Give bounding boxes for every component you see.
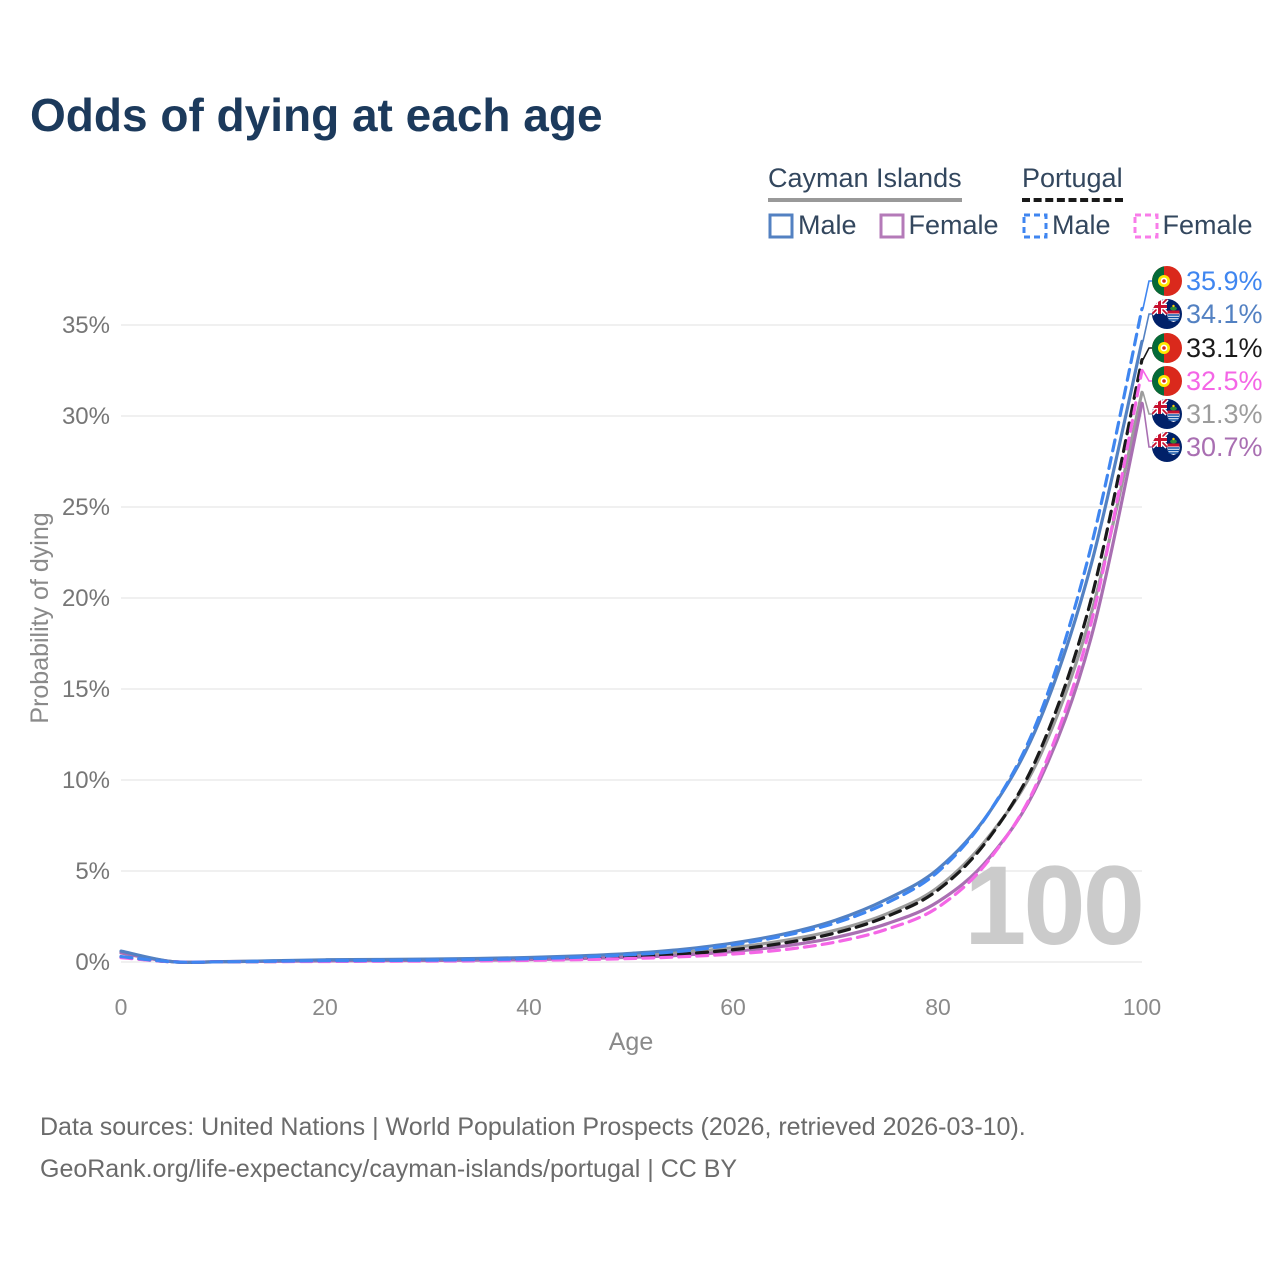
legend-item-portugal-male[interactable]: Male xyxy=(1022,210,1111,241)
x-tick-100: 100 xyxy=(1123,994,1161,1020)
footer-sources: Data sources: United Nations | World Pop… xyxy=(40,1113,1026,1141)
legend-item-label: Male xyxy=(1052,210,1111,240)
end-label-connector xyxy=(1142,313,1152,342)
footer: Data sources: United Nations | World Pop… xyxy=(40,1106,1026,1190)
legend: Cayman Islands Male Female Portugal xyxy=(0,163,1280,243)
legend-item-portugal-female[interactable]: Female xyxy=(1133,210,1253,241)
end-label-connector xyxy=(1142,403,1152,448)
end-label-cayman-both: 31.3% xyxy=(1186,399,1263,429)
portugal-flag-icon xyxy=(1152,333,1182,363)
end-label-connector xyxy=(1142,370,1152,382)
y-tick-35: 35% xyxy=(62,312,110,339)
cayman-islands-flag-icon xyxy=(1152,299,1182,329)
legend-country-cayman-islands[interactable]: Cayman Islands xyxy=(768,163,962,202)
legend-item-cayman-male[interactable]: Male xyxy=(768,210,857,241)
legend-item-cayman-female[interactable]: Female xyxy=(879,210,999,241)
legend-country-portugal[interactable]: Portugal xyxy=(1022,163,1123,202)
y-axis-title: Probability of dying xyxy=(26,512,54,723)
legend-group-portugal: Portugal Male Female xyxy=(1022,163,1275,241)
y-tick-25: 25% xyxy=(62,494,110,521)
series-line-portugal-male[interactable] xyxy=(119,307,1144,964)
footer-attribution: GeoRank.org/life-expectancy/cayman-islan… xyxy=(40,1155,738,1183)
mortality-chart: 35% 30% 25% 20% 15% 10% 5% 0% Probabilit… xyxy=(26,266,1263,1056)
y-tick-5: 5% xyxy=(75,858,110,885)
x-tick-20: 20 xyxy=(312,994,338,1020)
page-title: Odds of dying at each age xyxy=(30,89,603,141)
end-label-connectors xyxy=(1142,280,1152,448)
y-tick-0: 0% xyxy=(75,949,110,976)
cayman-male-swatch xyxy=(768,213,794,238)
cayman-female-swatch xyxy=(879,213,905,238)
x-tick-0: 0 xyxy=(115,994,128,1020)
y-tick-30: 30% xyxy=(62,403,110,430)
series-lines xyxy=(119,307,1144,965)
end-label-portugal-female: 32.5% xyxy=(1186,366,1263,396)
portugal-flag-icon xyxy=(1152,366,1182,396)
x-axis-title: Age xyxy=(609,1028,653,1056)
age-watermark: 100 xyxy=(964,843,1142,968)
legend-item-label: Male xyxy=(798,210,857,240)
end-label-cayman-male: 34.1% xyxy=(1186,299,1263,329)
portugal-flag-icon xyxy=(1152,266,1182,296)
cayman-islands-flag-icon xyxy=(1152,399,1182,429)
end-label-connector xyxy=(1142,347,1152,360)
end-label-connector xyxy=(1142,280,1152,309)
portugal-female-swatch xyxy=(1133,213,1159,238)
y-tick-20: 20% xyxy=(62,585,110,612)
end-label-connector xyxy=(1142,392,1152,415)
x-tick-40: 40 xyxy=(516,994,542,1020)
legend-item-label: Female xyxy=(1162,210,1253,240)
y-tick-15: 15% xyxy=(62,676,110,703)
legend-group-cayman-islands: Cayman Islands Male Female xyxy=(768,163,1021,241)
end-label-cayman-female: 30.7% xyxy=(1186,432,1263,462)
x-tick-80: 80 xyxy=(925,994,951,1020)
end-label-portugal-both: 33.1% xyxy=(1186,333,1263,363)
cayman-islands-flag-icon xyxy=(1152,432,1182,462)
y-tick-10: 10% xyxy=(62,767,110,794)
x-tick-60: 60 xyxy=(720,994,746,1020)
legend-item-label: Female xyxy=(908,210,999,240)
end-label-portugal-male: 35.9% xyxy=(1186,266,1263,296)
portugal-male-swatch xyxy=(1022,213,1048,238)
